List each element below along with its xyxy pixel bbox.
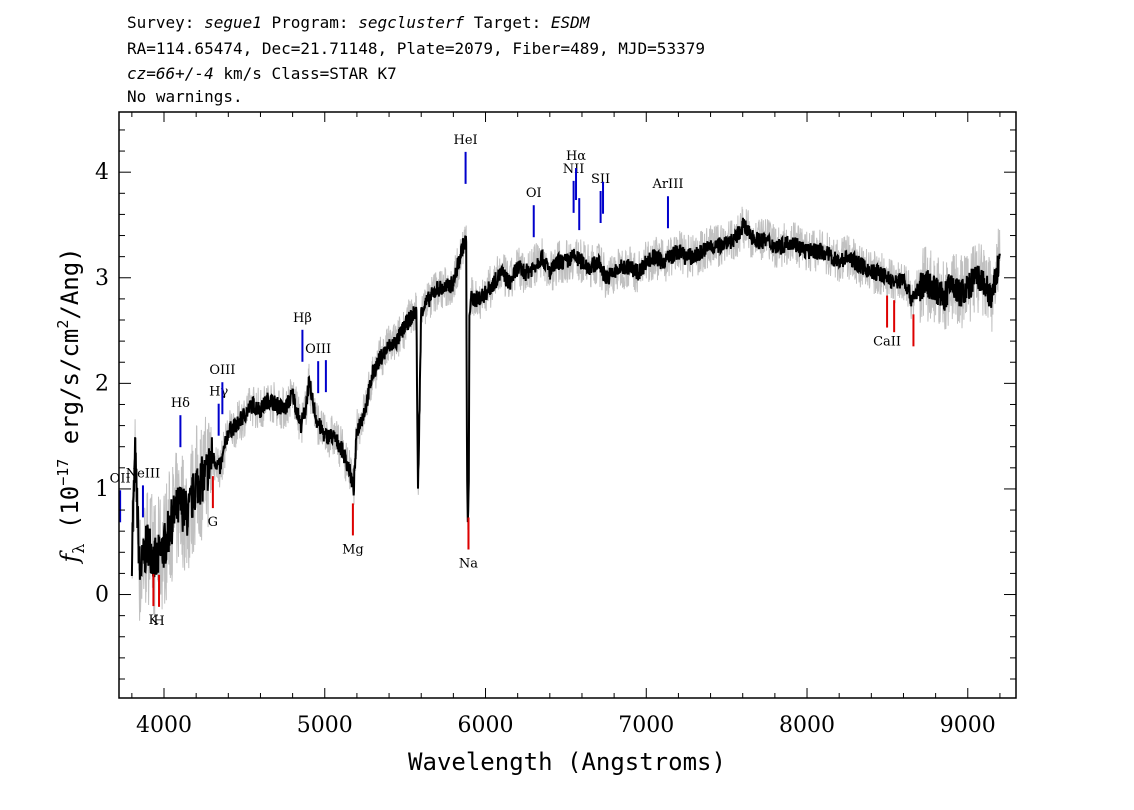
x-tick-label: 6000 xyxy=(458,713,514,738)
line-label-neiii: NeIII xyxy=(126,466,160,481)
line-label-caii: CaII xyxy=(873,335,901,350)
line-label-hα: Hα xyxy=(566,149,586,164)
y-tick-label: 1 xyxy=(95,477,109,502)
header-line-coordinates: RA=114.65474, Dec=21.71148, Plate=2079, … xyxy=(127,39,705,58)
x-tick-label: 9000 xyxy=(940,713,996,738)
line-label-k: K xyxy=(149,613,159,628)
axis-ticks: 4000 5000 6000 7000 8000 9000 0 1 2 3 4 xyxy=(95,112,1016,738)
line-label-oiii: OIII xyxy=(305,342,331,357)
line-label-oi: OI xyxy=(526,186,542,201)
line-label-g: G xyxy=(208,515,218,530)
header-line-redshift: cz=66+/-4 km/s Class=STAR K7 xyxy=(127,64,397,83)
y-tick-label: 2 xyxy=(95,371,109,396)
line-label-hei: HeI xyxy=(453,133,477,148)
line-label-hδ: Hδ xyxy=(171,396,190,411)
plot-frame xyxy=(118,111,1017,699)
line-label-oii: OII xyxy=(110,471,131,486)
line-label-h: H xyxy=(153,614,164,629)
y-axis-title: fλ (10−17 erg/s/cm2/Ang) xyxy=(54,247,88,564)
line-label-na: Na xyxy=(459,556,478,571)
line-label-hβ: Hβ xyxy=(293,311,312,326)
x-axis-title: Wavelength (Angstroms) xyxy=(408,748,726,776)
x-tick-label: 5000 xyxy=(297,713,353,738)
line-label-nii: NII xyxy=(563,162,585,177)
line-label-sii: SII xyxy=(591,172,610,187)
y-tick-label: 4 xyxy=(95,160,109,185)
x-tick-label: 4000 xyxy=(136,713,192,738)
y-tick-label: 3 xyxy=(95,266,109,291)
x-tick-label: 8000 xyxy=(779,713,835,738)
x-tick-label: 7000 xyxy=(618,713,674,738)
flux-spectrum-line xyxy=(130,217,1001,580)
line-label-hγ: Hγ xyxy=(209,385,228,400)
line-label-ariii: ArIII xyxy=(651,177,683,192)
header-line-warnings: No warnings. xyxy=(127,87,243,106)
header-line-survey: Survey: segue1 Program: segclusterf Targ… xyxy=(127,13,591,32)
line-label-mg: Mg xyxy=(342,542,364,557)
line-label-oiii: OIII xyxy=(209,363,235,378)
flux-series xyxy=(130,217,1001,580)
y-tick-label: 0 xyxy=(95,583,109,608)
